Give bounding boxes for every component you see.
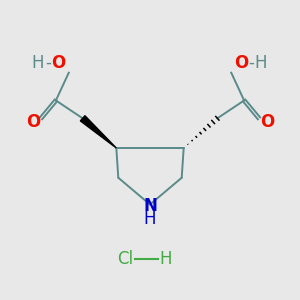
Text: H: H — [32, 54, 44, 72]
Text: O: O — [51, 54, 65, 72]
Text: -: - — [248, 54, 254, 72]
Text: -: - — [45, 54, 51, 72]
Text: H: H — [255, 54, 267, 72]
Text: H: H — [144, 210, 156, 228]
Text: O: O — [26, 113, 40, 131]
Text: O: O — [260, 113, 274, 131]
Text: N: N — [143, 197, 157, 215]
Text: Cl: Cl — [117, 250, 133, 268]
Text: O: O — [234, 54, 248, 72]
Polygon shape — [80, 116, 116, 148]
Text: H: H — [160, 250, 172, 268]
